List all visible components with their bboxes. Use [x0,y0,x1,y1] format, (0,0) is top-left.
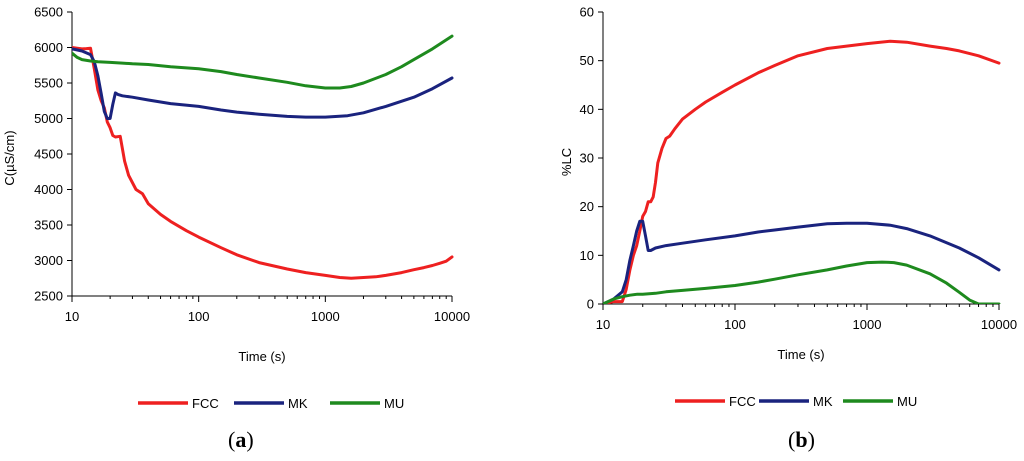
y-tick-label: 2500 [34,289,63,304]
x-tick-label: 100 [188,309,210,324]
series-line-mu [603,262,999,304]
legend: FCC MK MU [675,394,917,409]
y-axis-title: %LC [559,148,574,176]
x-tick-label: 10000 [434,309,470,324]
x-tick-label: 10 [65,309,79,324]
chart-panel-b: 010203040506010100100010000Time (s)%LCFC… [559,5,1017,453]
x-axis-title: Time (s) [238,349,285,364]
x-tick-label: 1000 [311,309,340,324]
y-tick-label: 3000 [34,253,63,268]
y-tick-label: 6000 [34,40,63,55]
panel-label-letter: b [795,427,807,452]
y-tick-label: 0 [587,297,594,312]
legend: FCC MK MU [138,396,404,411]
y-tick-label: 60 [580,5,594,20]
x-tick-label: 10000 [981,317,1017,332]
y-tick-label: 3500 [34,218,63,233]
panel-label-letter: a [235,427,246,452]
series-line-mk [72,49,452,119]
panel-label-open: ( [788,427,795,452]
y-axis-title: C(µS/cm) [2,130,17,185]
legend-label-mu: MU [384,396,404,411]
series-line-fcc [603,41,999,304]
legend-label-mk: MK [813,394,833,409]
legend-label-fcc: FCC [192,396,219,411]
y-tick-label: 4500 [34,147,63,162]
x-tick-label: 100 [724,317,746,332]
figure: 2500 3000 3500 4000 4500 5000 5500 6000 6500 10 10… [0,0,1024,461]
y-tick-label: 4000 [34,182,63,197]
panel-label-close: ) [808,427,815,452]
y-tick-label: 5500 [34,76,63,91]
panel-label-open: ( [228,427,235,452]
legend-label-fcc: FCC [729,394,756,409]
panel-label-close: ) [246,427,253,452]
y-tick-label: 30 [580,151,594,166]
legend-label-mu: MU [897,394,917,409]
x-tick-label: 10 [596,317,610,332]
y-tick-label: 6500 [34,5,63,20]
x-tick-label: 1000 [853,317,882,332]
y-tick-label: 20 [580,199,594,214]
y-tick-label: 40 [580,102,594,117]
y-tick-label: 50 [580,53,594,68]
panel-label-a: (a) [228,427,254,452]
series-line-fcc [72,48,452,279]
panel-label-b: (b) [788,427,815,452]
y-tick-label: 5000 [34,111,63,126]
x-axis-title: Time (s) [777,347,824,362]
y-tick-label: 10 [580,248,594,263]
chart-panel-a: 2500 3000 3500 4000 4500 5000 5500 6000 6500 10 10… [2,5,470,453]
series-line-mu [72,36,452,88]
legend-label-mk: MK [288,396,308,411]
